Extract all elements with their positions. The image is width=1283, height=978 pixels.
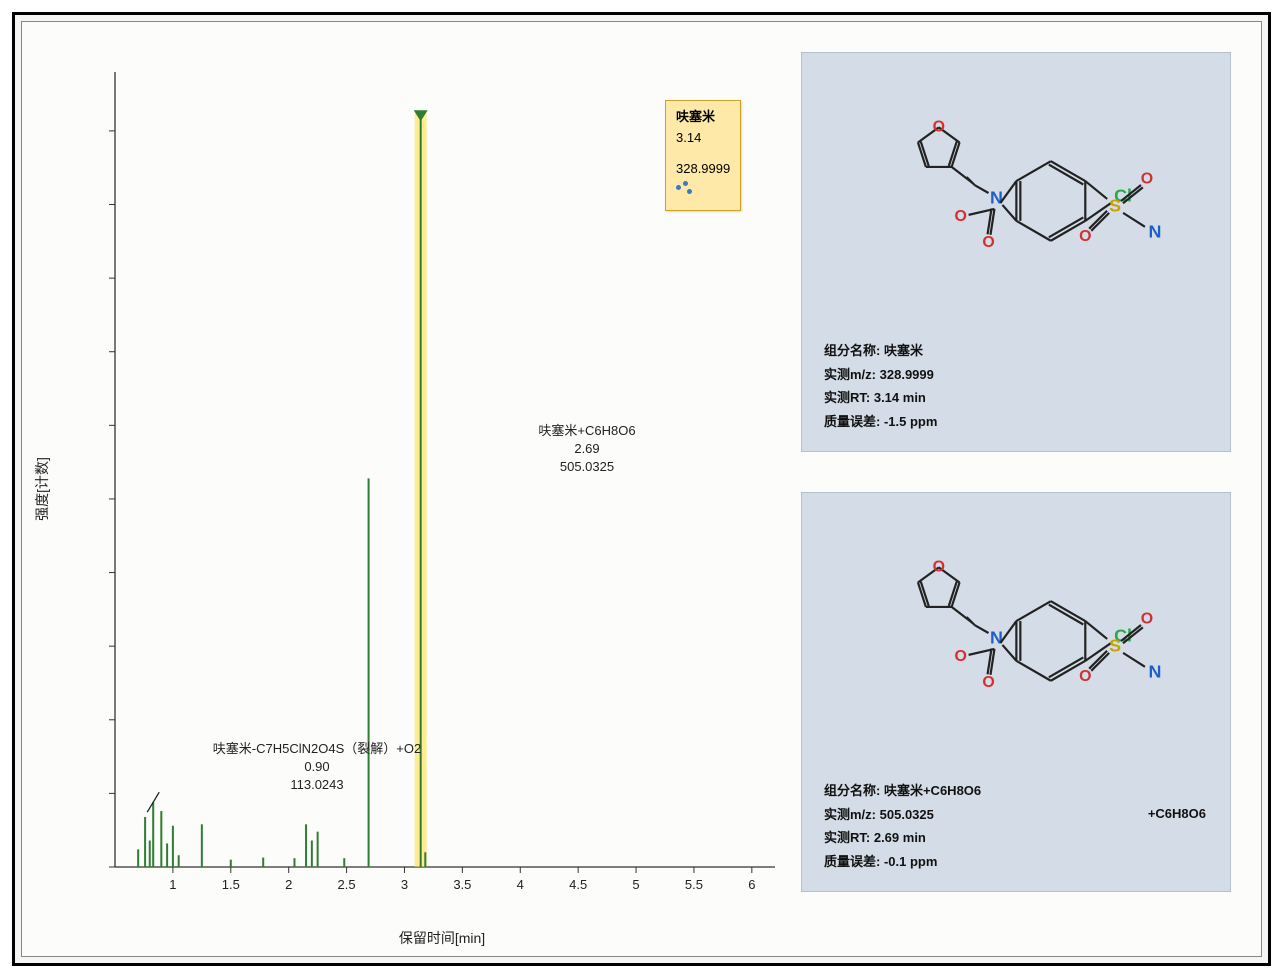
err-label: 质量误差: [824, 850, 880, 873]
rt-value: 2.69 min [874, 830, 926, 845]
svg-text:O: O [1141, 170, 1153, 187]
mz-value: 328.9999 [880, 367, 934, 382]
molecule-icon [676, 181, 694, 195]
tooltip-title: 呋塞米 [676, 107, 730, 128]
annot-label: 呋塞米-C7H5ClN2O4S（裂解）+O2 [207, 740, 427, 758]
structure-drawing-bottom: NOClSOONOO [822, 511, 1210, 751]
svg-text:S: S [1109, 636, 1121, 656]
svg-text:3.5: 3.5 [453, 877, 471, 892]
svg-text:O: O [954, 208, 966, 225]
svg-text:O: O [954, 648, 966, 665]
err-value: -1.5 ppm [884, 414, 937, 429]
outer-frame: 强度[计数] 02500050000750001e51.25e51.5e51.7… [12, 12, 1271, 966]
svg-text:6: 6 [748, 877, 755, 892]
svg-text:2: 2 [285, 877, 292, 892]
name-value: 呋塞米 [884, 343, 923, 358]
tooltip-mz: 328.9999 [676, 159, 730, 180]
svg-text:3: 3 [401, 877, 408, 892]
annot-mz: 113.0243 [207, 776, 427, 794]
name-value: 呋塞米+C6H8O6 [884, 783, 981, 798]
rt-value: 3.14 min [874, 390, 926, 405]
svg-text:N: N [990, 188, 1003, 208]
svg-text:5.5: 5.5 [685, 877, 703, 892]
mz-label: 实测m/z: [824, 803, 876, 826]
mz-label: 实测m/z: [824, 363, 876, 386]
svg-text:4: 4 [517, 877, 524, 892]
err-label: 质量误差: [824, 410, 880, 433]
compound-info-top: 组分名称: 呋塞米 实测m/z: 328.9999 实测RT: 3.14 min… [824, 339, 937, 433]
x-axis-label: 保留时间[min] [399, 928, 485, 948]
compound-panel-top: NOClSOONOO 组分名称: 呋塞米 实测m/z: 328.9999 实测R… [801, 52, 1231, 452]
svg-text:5: 5 [632, 877, 639, 892]
svg-text:4.5: 4.5 [569, 877, 587, 892]
peak-annotation-fragment: 呋塞米-C7H5ClN2O4S（裂解）+O2 0.90 113.0243 [207, 740, 427, 795]
y-axis-label: 强度[计数] [32, 457, 52, 521]
compound-info-bottom: 组分名称: 呋塞米+C6H8O6 实测m/z: 505.0325 实测RT: 2… [824, 779, 981, 873]
svg-text:O: O [933, 559, 945, 576]
svg-text:N: N [1148, 222, 1161, 242]
plot-area: 02500050000750001e51.25e51.5e51.75e52e52… [107, 52, 787, 922]
peak-tooltip[interactable]: 呋塞米 3.14 328.9999 [665, 100, 741, 211]
annot-rt: 2.69 [477, 440, 697, 458]
compound-panel-bottom: NOClSOONOO +C6H8O6 组分名称: 呋塞米+C6H8O6 实测m/… [801, 492, 1231, 892]
svg-text:O: O [1141, 610, 1153, 627]
svg-text:O: O [982, 674, 994, 691]
inner-frame: 强度[计数] 02500050000750001e51.25e51.5e51.7… [21, 21, 1262, 957]
annot-label: 呋塞米+C6H8O6 [477, 422, 697, 440]
mz-value: 505.0325 [880, 807, 934, 822]
annot-rt: 0.90 [207, 758, 427, 776]
svg-text:N: N [990, 628, 1003, 648]
rt-label: 实测RT: [824, 386, 870, 409]
svg-text:O: O [982, 234, 994, 251]
svg-text:S: S [1109, 196, 1121, 216]
err-value: -0.1 ppm [884, 854, 937, 869]
annot-mz: 505.0325 [477, 458, 697, 476]
name-label: 组分名称: [824, 339, 880, 362]
structure-drawing-top: NOClSOONOO [822, 71, 1210, 311]
svg-text:N: N [1148, 662, 1161, 682]
svg-text:O: O [1079, 228, 1091, 245]
adduct-label: +C6H8O6 [1148, 806, 1206, 821]
svg-text:O: O [933, 119, 945, 136]
name-label: 组分名称: [824, 779, 880, 802]
rt-label: 实测RT: [824, 826, 870, 849]
svg-text:1.5: 1.5 [222, 877, 240, 892]
svg-text:O: O [1079, 668, 1091, 685]
peak-annotation-adduct: 呋塞米+C6H8O6 2.69 505.0325 [477, 422, 697, 477]
tooltip-rt: 3.14 [676, 128, 730, 149]
svg-text:1: 1 [169, 877, 176, 892]
svg-text:2.5: 2.5 [338, 877, 356, 892]
